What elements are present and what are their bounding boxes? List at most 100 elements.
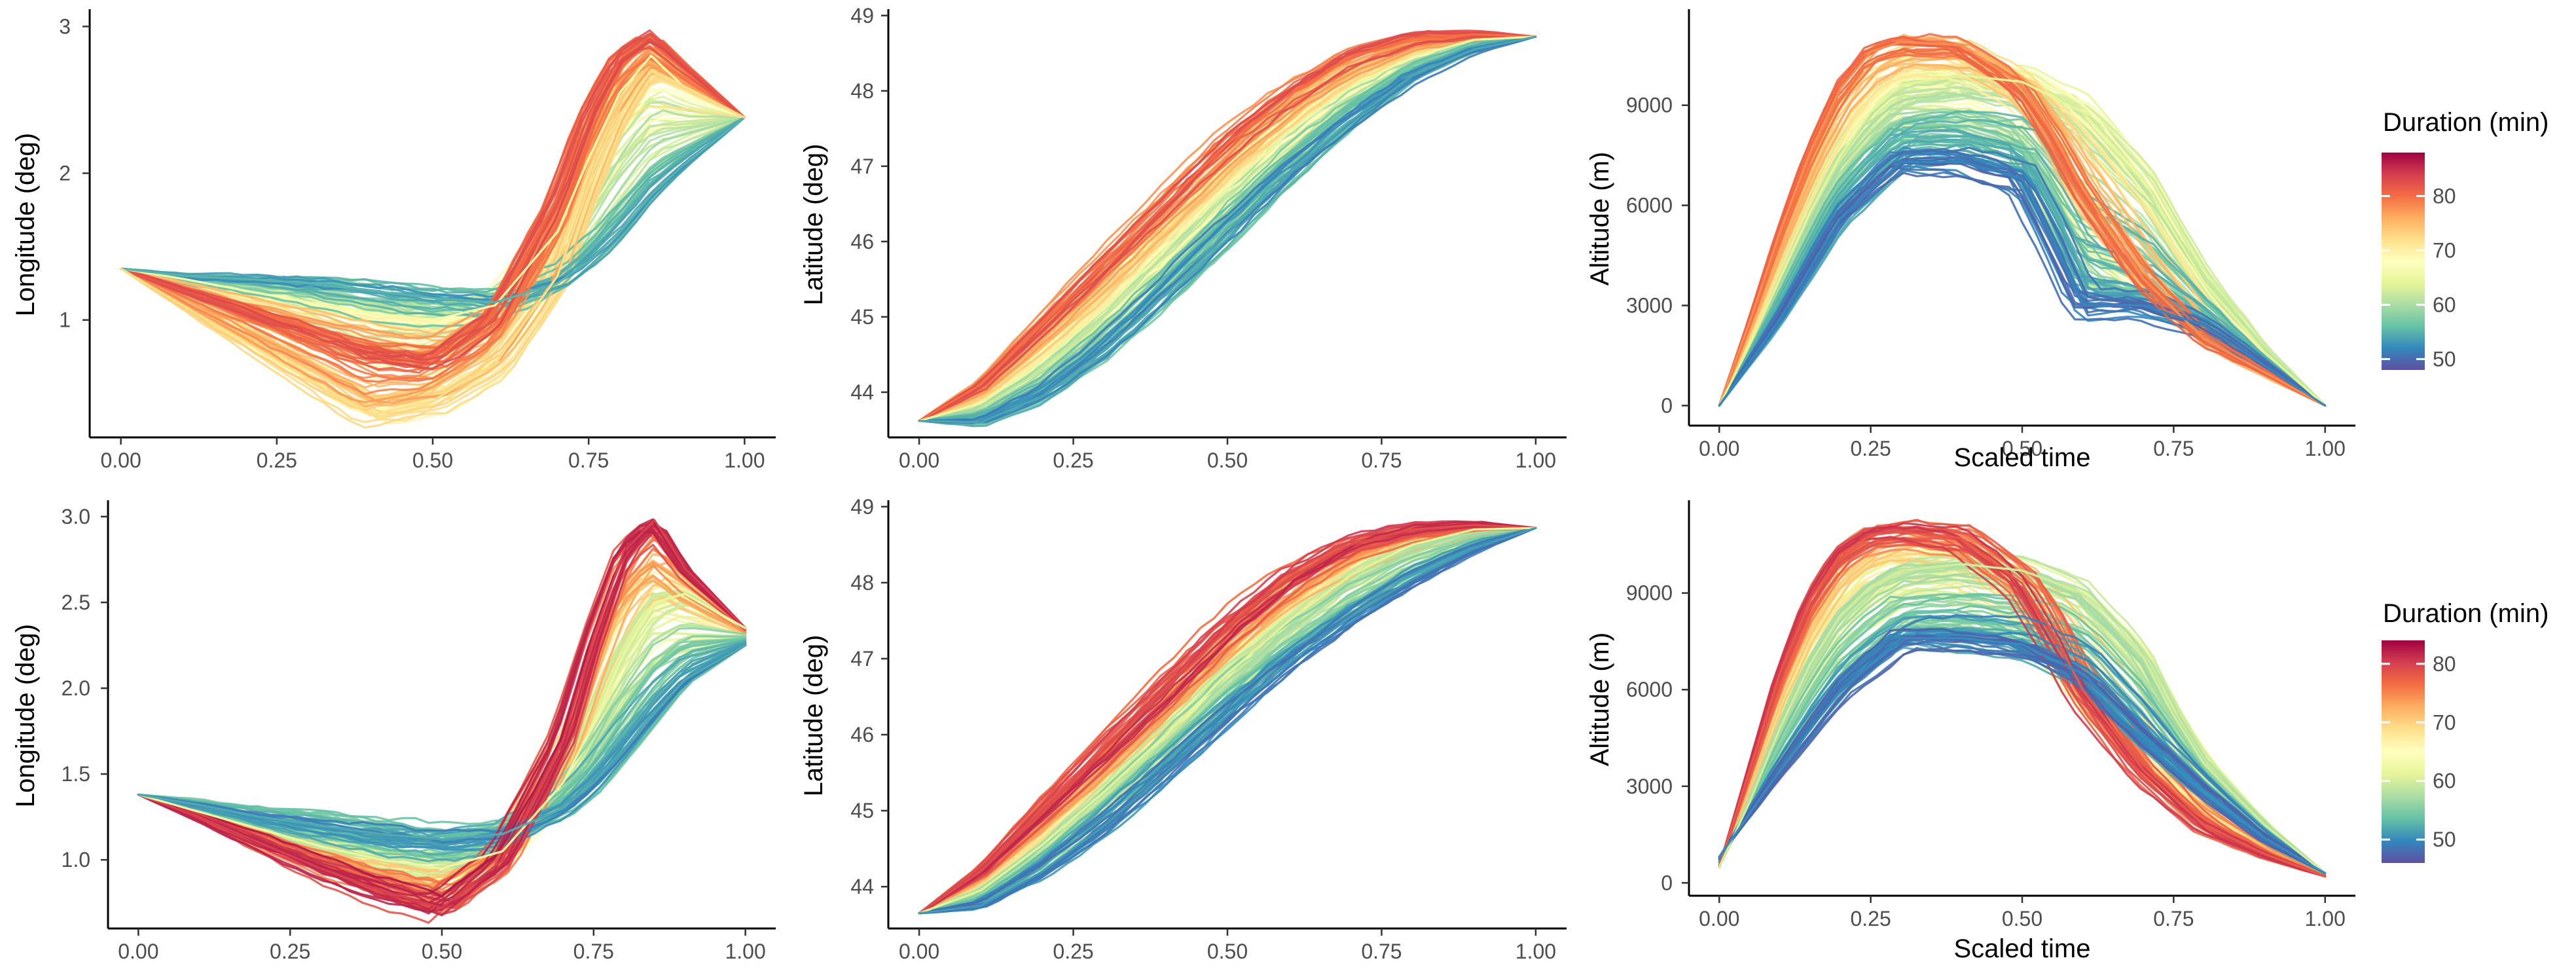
series-line-late-turn — [120, 116, 746, 304]
x-tick-label: 0.50 — [1207, 940, 1248, 963]
panel-bottom-left: 0.00 0.25 0.50 0.75 1.00 1.0 1.5 2.0 2.5 3.0 Longi… — [11, 500, 776, 963]
series-line — [1718, 524, 2327, 878]
panel-bottom-right: 0.00 0.25 0.50 0.75 1.00 0 3000 6000 9000 Altitud… — [1586, 500, 2355, 963]
series-line-fast-climb-north — [918, 33, 1537, 422]
x-tick-label: 0.75 — [568, 449, 609, 472]
panel-bottom-middle: 0.00 0.25 0.50 0.75 1.00 44 45 46 47 48 49 Latitude… — [799, 495, 1567, 963]
y-tick-label: 44 — [850, 875, 874, 898]
x-tick-label: 0.50 — [2002, 437, 2042, 460]
x-tick-label: 0.75 — [1361, 449, 1402, 472]
x-axis-title: Scaled time — [1954, 443, 2091, 472]
series-line-late-turn — [137, 644, 747, 841]
series-line-low-hop — [1718, 636, 2327, 875]
series-line — [1718, 522, 2327, 878]
traces — [918, 520, 1537, 915]
colorbar — [2382, 153, 2425, 370]
series-line-typical — [120, 54, 746, 321]
series-line — [918, 35, 1537, 422]
x-tick-label: 0.25 — [270, 940, 310, 963]
traces — [1718, 33, 2327, 407]
x-tick-label: 0.00 — [899, 940, 939, 963]
y-tick-label: 49 — [850, 495, 874, 519]
series-line — [918, 526, 1537, 915]
y-tick-label: 47 — [850, 155, 874, 178]
legends: Duration (min) 50 60 70 80 Duration (min) 50 60… — [2382, 108, 2549, 863]
series-line — [918, 31, 1537, 422]
x-tick-label: 0.25 — [1053, 940, 1093, 963]
series-line-southern-loop — [120, 69, 746, 417]
colorbar-tick-label: 70 — [2433, 238, 2456, 262]
series-line — [120, 116, 746, 306]
x-tick-label: 0.25 — [257, 449, 297, 472]
x-tick-label: 0.50 — [2002, 907, 2042, 930]
y-tick-label: 3.0 — [62, 505, 90, 528]
panel-top-left: 0.00 0.25 0.50 0.75 1.00 1 2 3 Longitude (deg) — [11, 9, 776, 472]
series-line — [918, 35, 1537, 425]
y-axis-title: Altitude (m) — [1586, 152, 1614, 286]
colorbar-tick-label: 50 — [2433, 347, 2456, 371]
series-line — [120, 64, 746, 403]
series-line-fast-early-turn — [137, 519, 747, 909]
series-line — [918, 522, 1537, 915]
colorbar-tick-label: 80 — [2433, 652, 2456, 676]
y-tick-label: 1.5 — [62, 762, 90, 786]
x-tick-label: 0.75 — [2153, 907, 2194, 930]
y-tick-label: 2.0 — [62, 676, 90, 700]
series-line — [1718, 614, 2327, 875]
traces — [1718, 519, 2327, 878]
y-tick-label: 44 — [850, 380, 874, 404]
x-tick-label: 0.50 — [422, 940, 462, 963]
series-line-typical — [1718, 74, 2327, 407]
series-line-fast-early-turn — [120, 32, 746, 365]
legend-top-right: Duration (min) 50 60 70 80 — [2382, 108, 2549, 371]
x-tick-label: 0.50 — [412, 449, 453, 472]
x-tick-label: 0.75 — [573, 940, 614, 963]
series-line-typical — [137, 593, 747, 870]
x-tick-label: 1.00 — [1515, 449, 1556, 472]
series-line — [120, 65, 746, 404]
y-tick-label: 46 — [850, 723, 874, 746]
colorbar-tick-label: 80 — [2433, 184, 2456, 208]
y-tick-label: 6000 — [1626, 678, 1673, 701]
series-line — [918, 29, 1537, 422]
traces — [120, 29, 746, 429]
panel-top-right: 0.00 0.25 0.50 0.75 1.00 0 3000 6000 9000 Altitud… — [1586, 9, 2355, 472]
y-tick-label: 9000 — [1626, 94, 1673, 117]
series-line — [137, 522, 747, 905]
y-tick-label: 3000 — [1626, 775, 1673, 798]
series-line — [120, 41, 746, 370]
legend-bottom-right: Duration (min) 50 60 70 80 — [2382, 599, 2549, 863]
series-line-slow-start — [918, 35, 1537, 424]
colorbar-tick-label: 70 — [2433, 710, 2456, 734]
y-tick-label: 3 — [59, 14, 71, 38]
series-line — [120, 32, 746, 359]
series-line — [137, 520, 747, 915]
x-tick-label: 1.00 — [2305, 907, 2346, 930]
x-tick-label: 0.25 — [1850, 437, 1891, 460]
series-line — [918, 526, 1537, 915]
series-line — [918, 526, 1537, 915]
series-line — [1718, 577, 2327, 875]
y-tick-label: 49 — [850, 4, 874, 28]
series-line-fast-climb-north — [918, 524, 1537, 915]
y-tick-label: 6000 — [1626, 194, 1673, 217]
series-line-typical — [918, 35, 1537, 422]
series-line-typical — [1718, 562, 2327, 875]
y-axis-title: Latitude (deg) — [799, 635, 828, 797]
colorbar-tick-label: 60 — [2433, 293, 2456, 316]
x-tick-label: 0.25 — [1850, 907, 1891, 930]
colorbar-tick-label: 60 — [2433, 769, 2456, 793]
series-line — [1718, 161, 2327, 407]
y-tick-label: 0 — [1661, 871, 1673, 894]
y-tick-label: 3000 — [1626, 294, 1673, 318]
series-line — [1718, 146, 2327, 407]
x-tick-label: 0.00 — [100, 449, 141, 472]
series-line — [1718, 648, 2327, 875]
legend-title: Duration (min) — [2383, 599, 2549, 628]
x-tick-label: 0.00 — [1699, 437, 1739, 460]
y-tick-label: 2 — [59, 162, 71, 185]
x-tick-label: 0.75 — [2153, 437, 2194, 460]
series-line — [918, 35, 1537, 422]
y-tick-label: 45 — [850, 799, 874, 822]
